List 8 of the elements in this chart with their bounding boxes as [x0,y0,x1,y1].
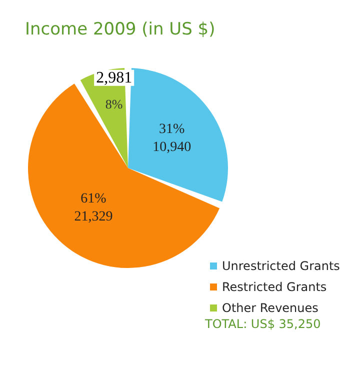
chart-title: Income 2009 (in US $) [25,20,216,40]
data-label: 61% 21,329 [74,192,113,225]
text: TOTAL: US$ 35,250 [204,317,321,331]
data-label: 31% 10,940 [152,122,192,155]
legend-label: Restricted Grants [222,280,327,294]
legend-label: Unrestricted Grants [222,259,340,273]
legend-label: Other Revenues [222,301,318,315]
data-label: 2,981 8% [96,69,132,112]
